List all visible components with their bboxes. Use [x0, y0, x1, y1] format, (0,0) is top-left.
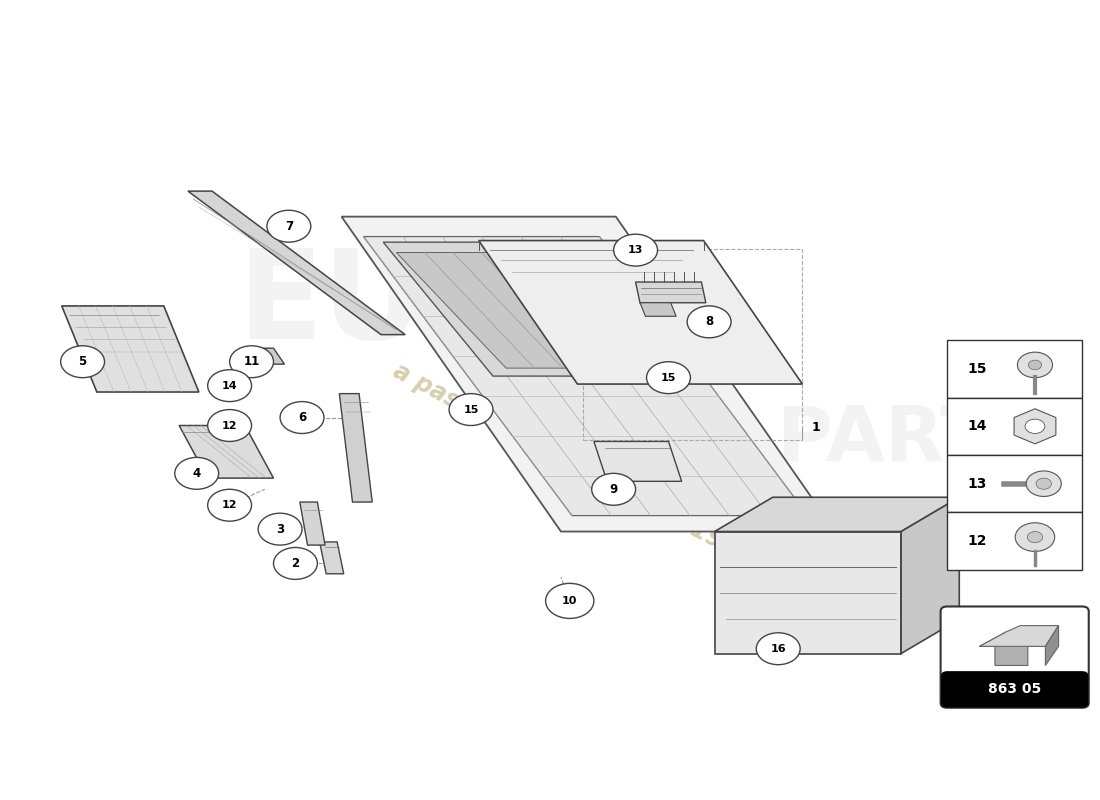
Bar — [947, 340, 1082, 398]
Polygon shape — [300, 502, 326, 545]
Circle shape — [175, 458, 219, 490]
Polygon shape — [980, 626, 1058, 646]
Circle shape — [208, 490, 252, 521]
Text: 12: 12 — [967, 534, 987, 548]
Text: 10: 10 — [562, 596, 578, 606]
Circle shape — [1028, 360, 1042, 370]
Bar — [583, 249, 802, 440]
Polygon shape — [1014, 409, 1056, 444]
Polygon shape — [188, 191, 405, 334]
Polygon shape — [245, 348, 285, 364]
Polygon shape — [341, 217, 835, 531]
Text: 5: 5 — [78, 355, 87, 368]
Circle shape — [757, 633, 800, 665]
Polygon shape — [383, 242, 693, 376]
Circle shape — [1036, 478, 1052, 490]
Polygon shape — [396, 253, 676, 368]
FancyBboxPatch shape — [942, 672, 1088, 707]
Text: 4: 4 — [192, 467, 201, 480]
Text: 3: 3 — [276, 522, 284, 536]
Text: 11: 11 — [243, 355, 260, 368]
Polygon shape — [478, 241, 802, 384]
Text: 12: 12 — [222, 500, 238, 510]
Text: 863 05: 863 05 — [988, 682, 1042, 696]
Text: 7: 7 — [285, 220, 293, 233]
Text: 14: 14 — [967, 419, 987, 434]
Circle shape — [208, 410, 252, 442]
Circle shape — [449, 394, 493, 426]
Text: 15: 15 — [463, 405, 478, 414]
Circle shape — [280, 402, 324, 434]
Circle shape — [614, 234, 658, 266]
Polygon shape — [1045, 626, 1058, 666]
Text: a passion for parts since 1985: a passion for parts since 1985 — [388, 358, 756, 569]
Text: 12: 12 — [222, 421, 238, 430]
Text: 13: 13 — [628, 245, 643, 255]
Bar — [947, 513, 1082, 570]
Bar — [947, 455, 1082, 513]
Text: 2: 2 — [292, 557, 299, 570]
Circle shape — [60, 346, 104, 378]
Polygon shape — [62, 306, 199, 392]
Circle shape — [1026, 471, 1061, 497]
Circle shape — [592, 474, 636, 506]
Text: 16: 16 — [770, 644, 786, 654]
Bar — [947, 398, 1082, 455]
Circle shape — [1015, 522, 1055, 551]
Circle shape — [258, 514, 303, 545]
Text: 1: 1 — [811, 422, 819, 434]
Circle shape — [1018, 352, 1053, 378]
Text: PARTS: PARTS — [777, 403, 1047, 477]
Polygon shape — [715, 531, 901, 654]
Polygon shape — [179, 426, 274, 478]
Polygon shape — [636, 282, 706, 302]
Polygon shape — [980, 632, 1045, 666]
Circle shape — [274, 547, 318, 579]
Text: 14: 14 — [222, 381, 238, 390]
Polygon shape — [363, 237, 807, 515]
Text: 15: 15 — [661, 373, 676, 382]
Text: 13: 13 — [967, 477, 987, 490]
Text: RO: RO — [537, 300, 739, 421]
Text: 9: 9 — [609, 482, 618, 496]
Text: 15: 15 — [967, 362, 987, 376]
Circle shape — [647, 362, 691, 394]
Circle shape — [230, 346, 274, 378]
Circle shape — [1025, 419, 1045, 434]
Circle shape — [267, 210, 311, 242]
Text: EU: EU — [238, 244, 424, 365]
Polygon shape — [640, 302, 676, 316]
Text: 8: 8 — [705, 315, 713, 328]
Text: 6: 6 — [298, 411, 306, 424]
Circle shape — [1027, 531, 1043, 542]
Polygon shape — [320, 542, 343, 574]
Circle shape — [546, 583, 594, 618]
FancyBboxPatch shape — [940, 606, 1089, 708]
Polygon shape — [715, 498, 959, 531]
Circle shape — [688, 306, 732, 338]
Circle shape — [208, 370, 252, 402]
Bar — [947, 676, 1082, 690]
Polygon shape — [594, 442, 682, 482]
Polygon shape — [901, 498, 959, 654]
Polygon shape — [339, 394, 372, 502]
